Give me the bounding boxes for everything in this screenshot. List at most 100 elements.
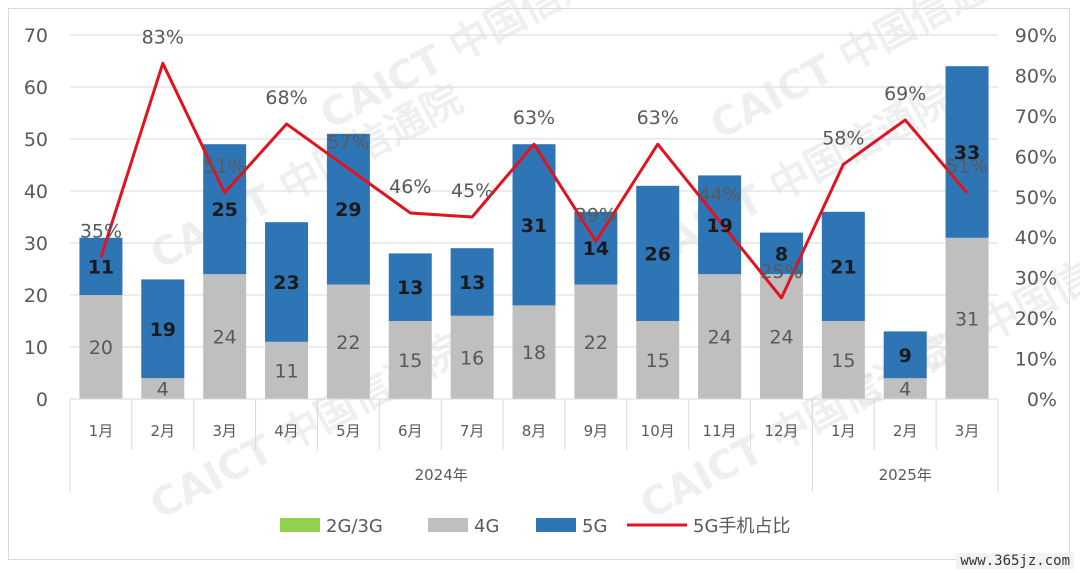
legend-swatch xyxy=(428,518,468,532)
data-label-pct: 68% xyxy=(265,87,307,109)
chart-frame xyxy=(8,8,1070,560)
bar-4g xyxy=(450,315,494,399)
data-label-5g: 13 xyxy=(397,277,423,299)
data-label-5g: 23 xyxy=(273,272,299,294)
x-tick-label: 8月 xyxy=(522,422,547,440)
data-label-5g: 29 xyxy=(335,199,361,221)
y-right-tick-label: 40% xyxy=(1015,227,1057,249)
data-label-4g: 11 xyxy=(274,360,298,382)
y-left-tick-label: 70 xyxy=(24,25,48,47)
bar-5g xyxy=(141,279,185,379)
data-label-5g: 21 xyxy=(830,256,856,278)
data-label-4g: 31 xyxy=(955,308,979,330)
bar-5g xyxy=(79,237,123,295)
x-tick-label: 6月 xyxy=(398,422,423,440)
data-label-5g: 13 xyxy=(459,272,485,294)
y-right-tick-label: 20% xyxy=(1015,308,1057,330)
data-label-pct: 57% xyxy=(327,131,369,153)
data-label-pct: 35% xyxy=(80,220,122,242)
x-tick-label: 7月 xyxy=(460,422,485,440)
x-tick-label: 3月 xyxy=(955,422,980,440)
x-tick-label: 4月 xyxy=(274,422,299,440)
bar-5g xyxy=(265,222,309,342)
x-tick-label: 10月 xyxy=(641,422,675,440)
y-right-tick-label: 10% xyxy=(1015,349,1057,371)
x-tick-label: 2月 xyxy=(893,422,918,440)
x-tick-label: 1月 xyxy=(831,422,856,440)
y-right-tick-label: 50% xyxy=(1015,187,1057,209)
data-label-5g: 11 xyxy=(88,256,114,278)
data-label-4g: 24 xyxy=(708,327,732,349)
y-left-tick-label: 10 xyxy=(24,337,48,359)
x-tick-label: 3月 xyxy=(212,422,237,440)
data-label-pct: 39% xyxy=(575,204,617,226)
bar-5g xyxy=(636,185,680,321)
bar-4g xyxy=(141,378,185,399)
data-label-5g: 8 xyxy=(775,243,788,265)
bar-4g xyxy=(326,284,370,399)
legend-label: 4G xyxy=(474,516,499,537)
x-tick-label: 9月 xyxy=(584,422,609,440)
bar-5g xyxy=(883,331,927,379)
bar-5g xyxy=(450,248,494,316)
group-label: 2025年 xyxy=(879,466,932,484)
data-label-4g: 15 xyxy=(398,350,422,372)
y-left-tick-label: 20 xyxy=(24,285,48,307)
y-right-tick-label: 30% xyxy=(1015,268,1057,290)
bar-4g xyxy=(636,321,680,399)
bar-5g xyxy=(821,211,865,321)
bar-5g xyxy=(945,66,989,238)
data-label-5g: 9 xyxy=(899,345,912,367)
data-label-4g: 24 xyxy=(769,327,793,349)
bar-5g xyxy=(512,144,556,306)
data-label-pct: 69% xyxy=(884,83,926,105)
bar-4g xyxy=(883,378,927,399)
data-label-4g: 16 xyxy=(460,347,484,369)
data-label-pct: 51% xyxy=(946,156,988,178)
data-label-pct: 46% xyxy=(389,176,431,198)
site-watermark: www.365jz.com xyxy=(956,553,1074,569)
legend-swatch xyxy=(280,518,320,532)
data-label-pct: 58% xyxy=(822,127,864,149)
data-label-pct: 83% xyxy=(142,26,184,48)
y-right-tick-label: 70% xyxy=(1015,106,1057,128)
legend-swatch xyxy=(536,518,576,532)
y-right-tick-label: 80% xyxy=(1015,65,1057,87)
data-label-4g: 15 xyxy=(646,350,670,372)
bar-4g xyxy=(821,321,865,399)
legend-label: 2G/3G xyxy=(326,516,383,537)
watermark-text: CAICT 中国信通院 xyxy=(313,0,640,139)
data-label-pct: 63% xyxy=(513,107,555,129)
y-right-tick-label: 90% xyxy=(1015,25,1057,47)
data-label-4g: 4 xyxy=(899,379,911,401)
bar-5g xyxy=(574,211,618,285)
data-label-5g: 19 xyxy=(150,319,176,341)
data-label-pct: 63% xyxy=(637,107,679,129)
bar-4g xyxy=(203,274,247,399)
y-left-tick-label: 50 xyxy=(24,129,48,151)
data-label-pct: 51% xyxy=(204,156,246,178)
y-left-tick-label: 0 xyxy=(36,389,48,411)
x-tick-label: 5月 xyxy=(336,422,361,440)
data-label-4g: 18 xyxy=(522,342,546,364)
data-label-pct: 45% xyxy=(451,180,493,202)
x-tick-label: 1月 xyxy=(89,422,114,440)
data-label-4g: 22 xyxy=(584,332,608,354)
data-label-pct: 25% xyxy=(760,261,802,283)
data-label-4g: 4 xyxy=(157,379,169,401)
y-left-tick-label: 40 xyxy=(24,181,48,203)
data-label-5g: 33 xyxy=(954,142,980,164)
group-label: 2024年 xyxy=(415,466,468,484)
x-tick-label: 11月 xyxy=(703,422,737,440)
bar-5g xyxy=(388,253,432,321)
y-right-tick-label: 0% xyxy=(1027,389,1057,411)
bar-4g xyxy=(574,284,618,399)
data-label-5g: 14 xyxy=(583,238,609,260)
bar-4g xyxy=(698,274,742,399)
bar-4g xyxy=(945,237,989,399)
y-right-tick-label: 60% xyxy=(1015,146,1057,168)
data-label-4g: 15 xyxy=(831,350,855,372)
y-left-tick-label: 60 xyxy=(24,77,48,99)
data-label-pct: 44% xyxy=(698,184,740,206)
line-5g-share xyxy=(99,61,969,300)
